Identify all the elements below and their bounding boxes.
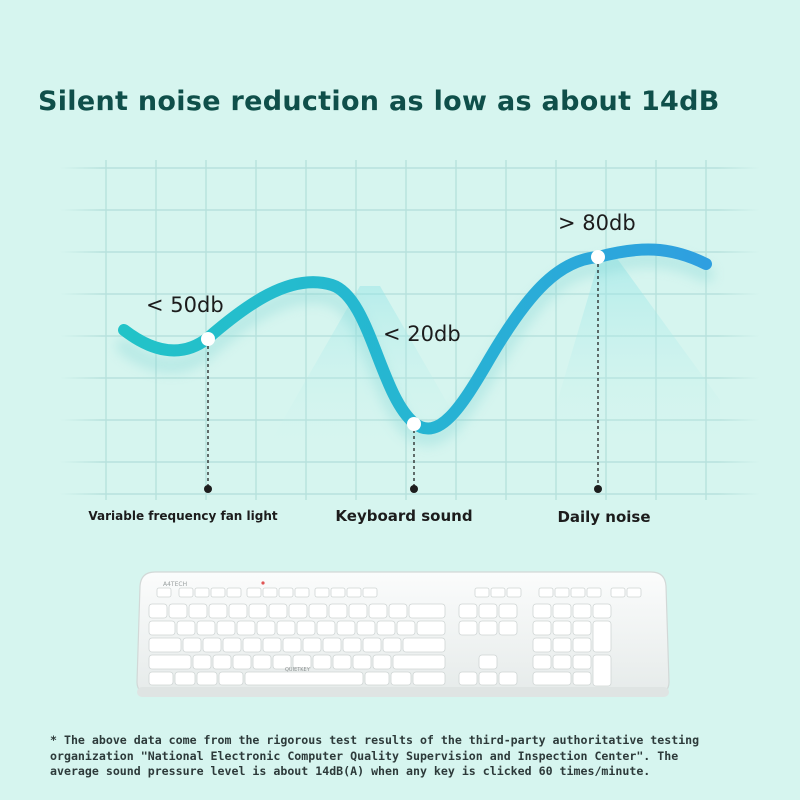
main-key-rows xyxy=(148,603,612,687)
fan-category-label: Variable frequency fan light xyxy=(88,509,278,523)
keyboard-noise-label: < 20db xyxy=(383,322,461,346)
keyboard-brand-text: A4TECH xyxy=(163,581,187,588)
keyboard-point xyxy=(407,417,421,431)
keyboard-image: A4TECH xyxy=(135,566,671,701)
keyboard-brand-label: QUIETKEY xyxy=(285,667,311,673)
noise-curve-svg xyxy=(60,160,760,500)
noise-comparison-graphic xyxy=(60,160,760,500)
fan-anchor-dot xyxy=(204,485,212,493)
keyboard-category-label: Keyboard sound xyxy=(335,507,473,525)
daily-point xyxy=(591,250,605,264)
daily-noise-label: > 80db xyxy=(558,211,636,235)
page-headline: Silent noise reduction as low as about 1… xyxy=(38,86,720,117)
drop-lines xyxy=(207,258,599,488)
footnote-line-2: organization "National Electronic Comput… xyxy=(50,748,679,763)
fan-point xyxy=(201,332,215,346)
fan-noise-label: < 50db xyxy=(146,293,224,317)
keyboard-svg: A4TECH xyxy=(136,571,670,697)
footnote-line-1: * The above data come from the rigorous … xyxy=(50,733,700,747)
footnote-line-3: average sound pressure level is about 14… xyxy=(50,764,651,778)
daily-anchor-dot xyxy=(594,485,602,493)
daily-category-label: Daily noise xyxy=(557,508,651,526)
footnote: * The above data come from the rigorous … xyxy=(50,733,750,780)
keyboard-anchor-dot xyxy=(410,485,418,493)
